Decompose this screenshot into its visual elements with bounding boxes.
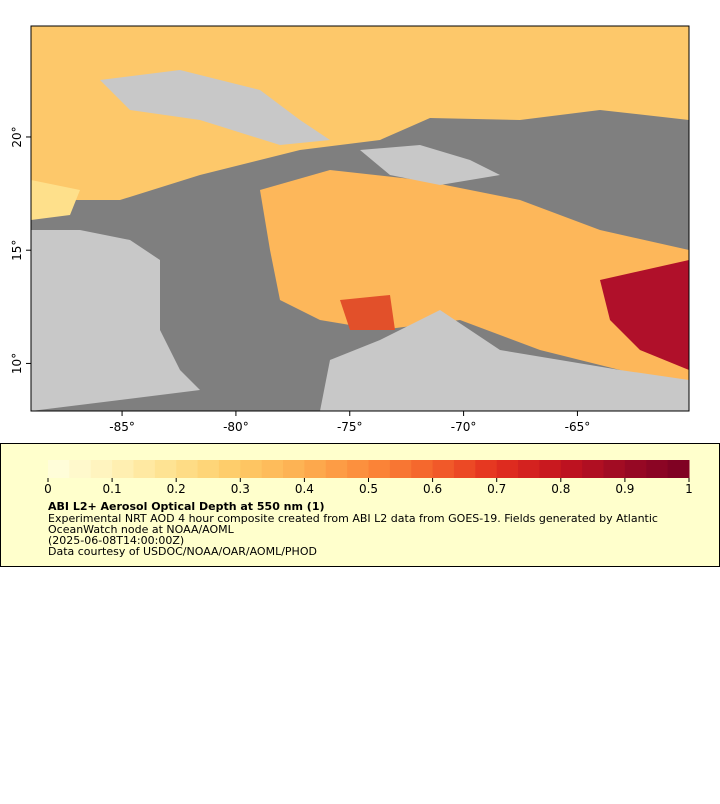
colorbar-step	[603, 460, 626, 478]
colorbar-step	[624, 460, 647, 478]
legend-line: (2025-06-08T14:00:00Z)	[48, 534, 184, 547]
x-tick-label: -70°	[451, 420, 477, 434]
x-tick-label: -75°	[337, 420, 363, 434]
colorbar-tick-label: 0	[44, 482, 52, 496]
colorbar-step	[667, 460, 690, 478]
colorbar-step	[411, 460, 434, 478]
colorbar-step	[154, 460, 177, 478]
aerosol-patch	[340, 295, 395, 330]
colorbar-tick-label: 0.6	[423, 482, 442, 496]
aerosol-field	[260, 170, 689, 390]
y-tick-label: 20°	[10, 126, 24, 147]
map	[30, 25, 690, 412]
colorbar-step	[48, 460, 70, 478]
colorbar-step	[646, 460, 669, 478]
colorbar-step	[496, 460, 519, 478]
colorbar-step	[475, 460, 498, 478]
colorbar-step	[240, 460, 263, 478]
colorbar-step	[197, 460, 220, 478]
colorbar-step	[389, 460, 412, 478]
colorbar-tick-label: 0.7	[487, 482, 506, 496]
colorbar-tick-label: 1	[685, 482, 693, 496]
colorbar-step	[560, 460, 583, 478]
colorbar-step	[453, 460, 476, 478]
colorbar-step	[261, 460, 284, 478]
land	[320, 310, 689, 411]
colorbar-step	[582, 460, 605, 478]
colorbar-tick-label: 0.9	[615, 482, 634, 496]
colorbar-step	[325, 460, 348, 478]
colorbar-step	[518, 460, 540, 478]
colorbar-step	[90, 460, 113, 478]
legend-line: Data courtesy of USDOC/NOAA/OAR/AOML/PHO…	[48, 545, 317, 558]
aerosol-plume	[600, 260, 689, 370]
map-frame	[30, 25, 690, 412]
colorbar-step	[539, 460, 562, 478]
legend-line: Experimental NRT AOD 4 hour composite cr…	[48, 512, 658, 525]
colorbar-tick-label: 0.2	[167, 482, 186, 496]
land	[31, 230, 200, 411]
colorbar-step	[133, 460, 156, 478]
aerosol-field	[31, 26, 689, 210]
colorbar-step	[304, 460, 327, 478]
colorbar-step	[69, 460, 92, 478]
colorbar-step	[218, 460, 241, 478]
aerosol-field	[31, 180, 80, 220]
land	[360, 145, 500, 185]
colorbar-step	[176, 460, 199, 478]
colorbar-step	[112, 460, 134, 478]
x-tick-label: -85°	[109, 420, 135, 434]
land	[100, 70, 330, 145]
y-tick-label: 10°	[10, 353, 24, 374]
legend-line: OceanWatch node at NOAA/AOML	[48, 523, 235, 536]
legend-title: ABI L2+ Aerosol Optical Depth at 550 nm …	[48, 500, 325, 513]
colorbar-tick-label: 0.3	[231, 482, 250, 496]
colorbar-step	[283, 460, 305, 478]
colorbar-step	[347, 460, 369, 478]
x-tick-label: -80°	[223, 420, 249, 434]
colorbar-tick-label: 0.5	[359, 482, 378, 496]
colorbar-step	[432, 460, 455, 478]
x-tick-label: -65°	[565, 420, 591, 434]
y-tick-label: 15°	[10, 240, 24, 261]
colorbar-tick-label: 0.4	[295, 482, 314, 496]
colorbar-step	[368, 460, 391, 478]
colorbar-tick-label: 0.8	[551, 482, 570, 496]
colorbar-tick-label: 0.1	[103, 482, 122, 496]
